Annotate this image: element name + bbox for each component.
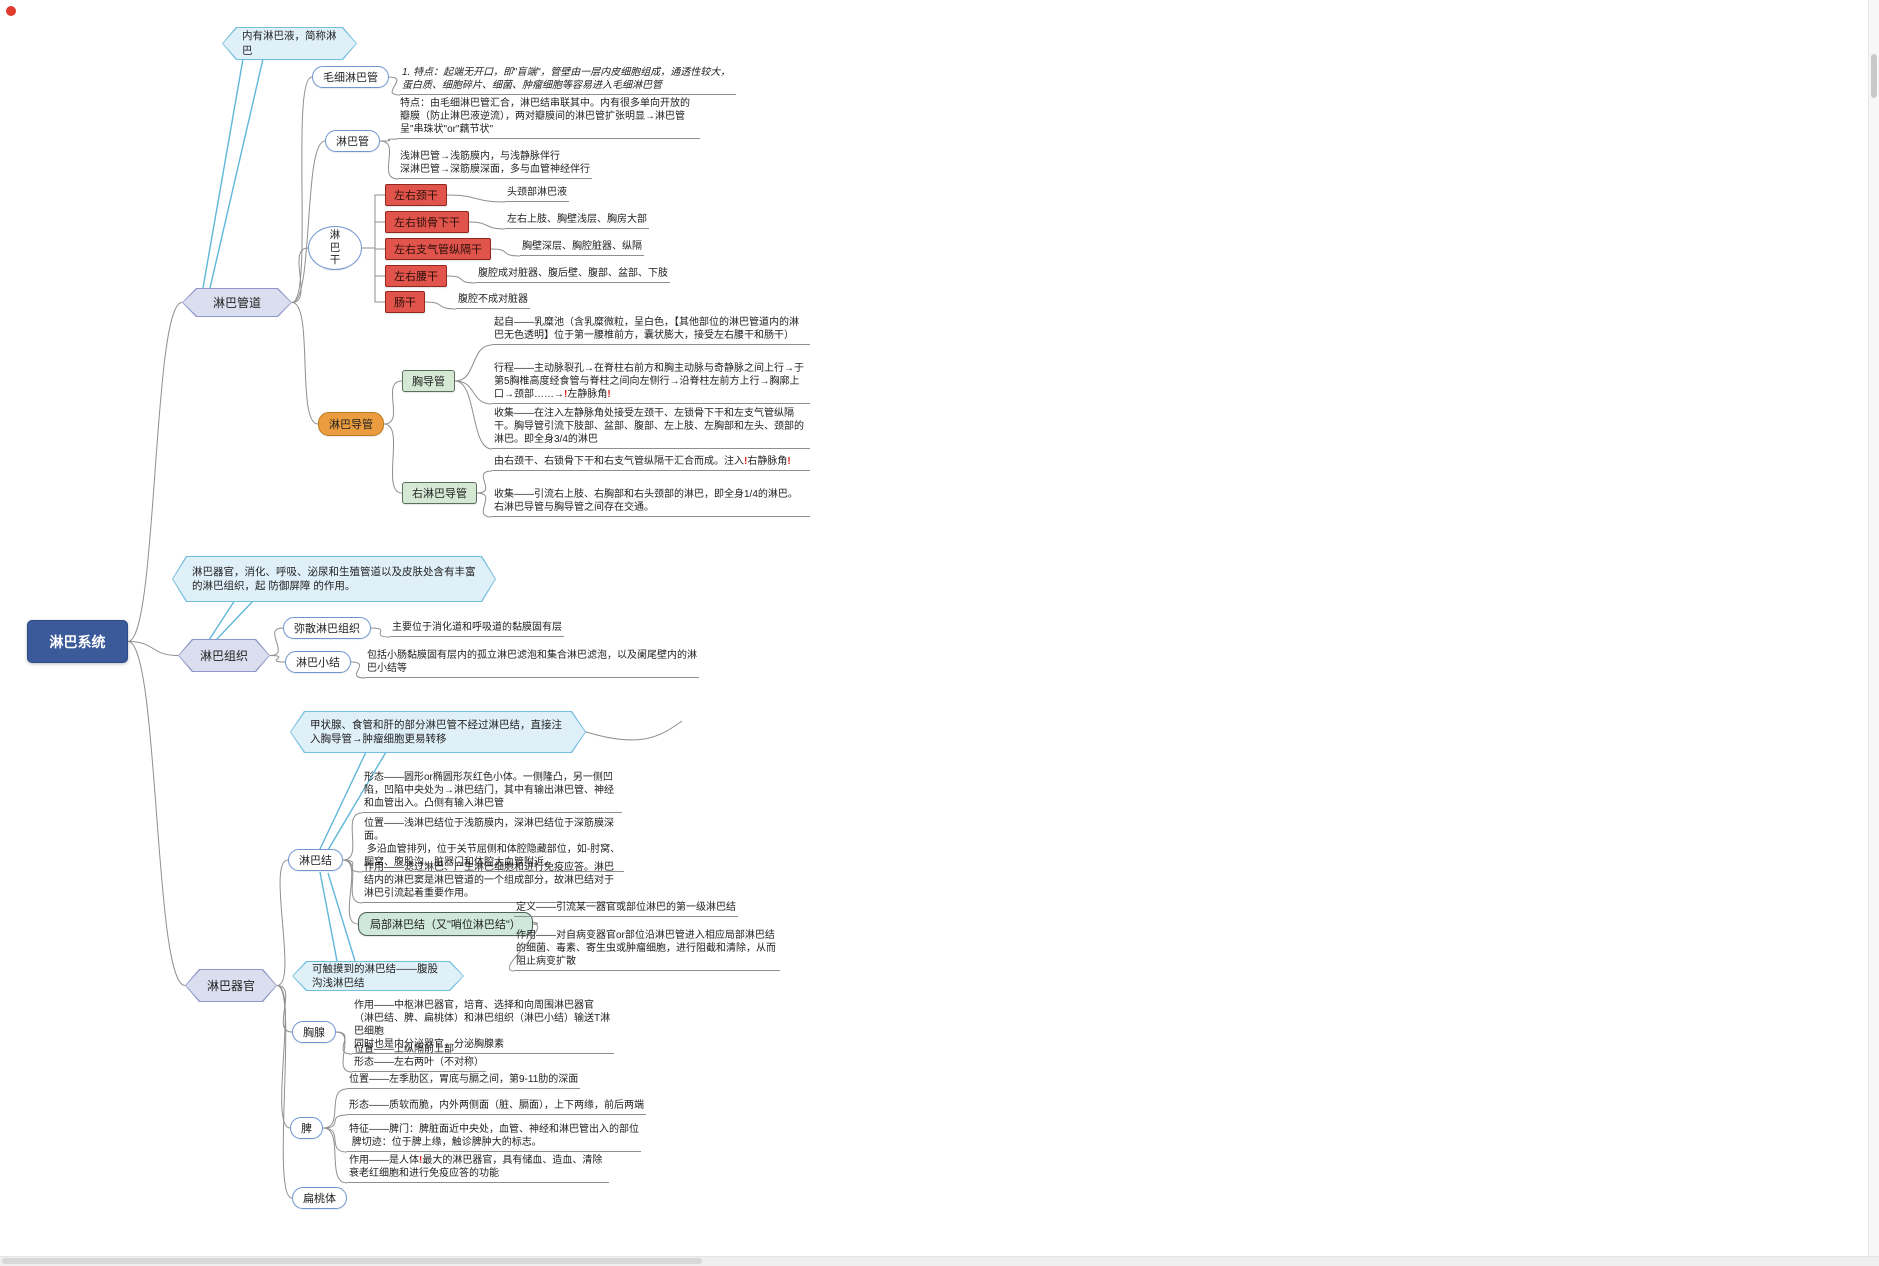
topic-label: 淋巴器官: [206, 979, 255, 993]
topic-label: 淋巴小结: [296, 657, 340, 669]
callout-label: 可触摸到的淋巴结——腹股沟浅淋巴结: [312, 962, 438, 989]
note-thoracic-origin[interactable]: 起自——乳糜池（含乳糜微粒，呈白色，【其他部位的淋巴管道内的淋巴无色透明】位于第…: [492, 316, 810, 345]
note-vessel-layers[interactable]: 浅淋巴管→浅筋膜内，与浅静脉伴行 深淋巴管→深筋膜深面，多与血管神经伴行: [398, 150, 592, 179]
hexagon-fill: [186, 970, 276, 1001]
topic-lymphoid-organs[interactable]: 淋巴器官: [185, 969, 277, 1002]
hexagon-fill: [223, 28, 356, 59]
topic-lymphatic-system[interactable]: 淋巴系统: [27, 620, 128, 663]
callout-link-line: [327, 872, 356, 962]
topic-jugular-trunks[interactable]: 左右颈干: [385, 184, 447, 206]
topic-thymus[interactable]: 胸腺: [292, 1021, 336, 1043]
topic-label: 局部淋巴结（又"哨位淋巴结"）: [370, 919, 521, 931]
note-thoracic-course[interactable]: 行程——主动脉裂孔→在脊柱右前方和胸主动脉与奇静脉之间上行→于第5胸椎高度经食管…: [492, 362, 810, 404]
note-thymus-position-form[interactable]: 位置——上纵隔前上部 形态——左右两叶（不对称）: [352, 1043, 486, 1072]
note-lymph-node-role[interactable]: 作用——滤过淋巴、产生淋巴细胞和进行免疫应答。淋巴结内的淋巴窦是淋巴管道的一个组…: [362, 861, 622, 903]
callout-link-line: [327, 751, 387, 851]
topic-label: 淋巴导管: [329, 419, 373, 431]
note-subclavian-drains[interactable]: 左右上肢、胸壁浅层、胸房大部: [505, 213, 649, 229]
topic-lymph-node[interactable]: 淋巴结: [288, 849, 343, 871]
vertical-scrollbar-track[interactable]: [1868, 0, 1879, 1266]
topic-lymph-channels[interactable]: 淋巴管道: [182, 288, 292, 317]
note-nodule-includes[interactable]: 包括小肠黏膜固有层内的孤立淋巴滤泡和集合淋巴滤泡，以及阑尾壁内的淋巴小结等: [365, 649, 699, 678]
callout-link-line: [202, 58, 244, 289]
note-lymph-node-form[interactable]: 形态——圆形or椭圆形灰红色小体。一侧隆凸，另一侧凹陷，凹陷中央处为→淋巴结门，…: [362, 771, 622, 813]
callout-label: 甲状腺、食管和肝的部分淋巴管不经过淋巴结，直接注入胸导管→肿瘤细胞更易转移: [310, 718, 562, 745]
note-right-duct-formation[interactable]: 由右颈干、右锁骨下干和右支气管纵隔干汇合而成。注入!右静脉角!: [492, 455, 810, 471]
topic-label: 脾: [301, 1123, 312, 1135]
note-spleen-form[interactable]: 形态——质软而脆，内外两侧面（脏、膈面），上下两缘，前后两端: [347, 1099, 646, 1115]
note-spleen-role[interactable]: 作用——是人体!最大的淋巴器官，具有储血、造血、清除衰老红细胞和进行免疫应答的功…: [347, 1154, 609, 1183]
callout-link-line: [209, 58, 264, 289]
topic-label: 胸导管: [412, 376, 445, 388]
callout-thyroid-metastasis[interactable]: 甲状腺、食管和肝的部分淋巴管不经过淋巴结，直接注入胸导管→肿瘤细胞更易转移: [290, 711, 586, 753]
hexagon-fill: [179, 640, 269, 671]
topic-diffuse-lymphoid-tissue[interactable]: 弥散淋巴组织: [283, 617, 371, 639]
topic-label: 扁桃体: [303, 1193, 336, 1205]
callout-link-line: [208, 599, 236, 641]
topic-label: 淋巴结: [299, 855, 332, 867]
callout-label: 内有淋巴液，简称淋巴: [242, 30, 337, 57]
hexagon-fill: [173, 557, 495, 601]
note-lymph-node-position[interactable]: 位置——浅淋巴结位于浅筋膜内，深淋巴结位于深筋膜深面。 多沿血管排列，位于关节屈…: [362, 817, 624, 872]
topic-intestinal-trunk[interactable]: 肠干: [385, 291, 425, 313]
topic-bronchomediastinal-trunks[interactable]: 左右支气管纵隔干: [385, 238, 491, 260]
record-indicator-dot: [6, 6, 16, 16]
horizontal-scrollbar-thumb[interactable]: [2, 1258, 702, 1264]
callout-palpable-nodes[interactable]: 可触摸到的淋巴结——腹股沟浅淋巴结: [292, 961, 464, 991]
topic-spleen[interactable]: 脾: [290, 1117, 323, 1139]
note-regional-definition[interactable]: 定义——引流某一器官或部位淋巴的第一级淋巴结: [514, 901, 738, 917]
note-vessel-feature[interactable]: 特点：由毛细淋巴管汇合，淋巴结串联其中。内有很多单向开放的瓣膜（防止淋巴液逆流）…: [398, 97, 700, 139]
topic-tonsil[interactable]: 扁桃体: [292, 1187, 347, 1209]
topic-label: 右淋巴导管: [412, 488, 467, 500]
callout-lymph-fluid[interactable]: 内有淋巴液，简称淋巴: [222, 27, 357, 60]
topic-lymph-trunks[interactable]: 淋 巴 干: [308, 226, 362, 270]
note-right-duct-collects[interactable]: 收集——引流右上肢、右胸部和右头颈部的淋巴，即全身1/4的淋巴。 右淋巴导管与胸…: [492, 488, 810, 517]
topic-label: 淋巴组织: [199, 649, 248, 663]
note-thymus-role[interactable]: 作用——中枢淋巴器官，培育、选择和向周围淋巴器官（淋巴结、脾、扁桃体）和淋巴组织…: [352, 999, 614, 1054]
topic-label: 弥散淋巴组织: [294, 623, 360, 635]
note-spleen-features[interactable]: 特征——脾门：脾脏面近中央处，血管、神经和淋巴管出入的部位 脾切迹：位于脾上缘，…: [347, 1123, 641, 1152]
topic-lymphoid-nodule[interactable]: 淋巴小结: [285, 651, 351, 673]
callout-label: 淋巴器官，消化、呼吸、泌尿和生殖管道以及皮肤处含有丰富的淋巴组织，起 防御屏障 …: [192, 565, 476, 592]
topic-lymph-vessel[interactable]: 淋巴管: [325, 130, 380, 152]
topic-lumbar-trunks[interactable]: 左右腰干: [385, 265, 447, 287]
callout-link-line: [319, 871, 338, 962]
topic-subclavian-trunks[interactable]: 左右锁骨下干: [385, 211, 469, 233]
note-thoracic-collects[interactable]: 收集——在注入左静脉角处接受左颈干、左锁骨下干和左支气管纵隔干。胸导管引流下肢部…: [492, 407, 810, 449]
hexagon-fill: [293, 962, 463, 990]
note-spleen-position[interactable]: 位置——左季肋区，胃底与膈之间，第9-11肋的深面: [347, 1073, 581, 1089]
callout-hook-line: [582, 720, 683, 741]
topic-regional-lymph-node[interactable]: 局部淋巴结（又"哨位淋巴结"）: [358, 912, 533, 936]
topic-lymph-ducts[interactable]: 淋巴导管: [318, 412, 384, 436]
note-bronchomediastinal-drains[interactable]: 胸壁深层、胸腔脏器、纵隔: [520, 240, 644, 256]
hexagon-fill: [183, 289, 291, 316]
note-lumbar-drains[interactable]: 腹腔成对脏器、腹后壁、腹部、盆部、下肢: [476, 267, 670, 283]
callout-link-line: [215, 599, 255, 641]
note-diffuse-location[interactable]: 主要位于消化道和呼吸道的黏膜固有层: [390, 621, 564, 637]
callout-link-line: [319, 751, 367, 850]
topic-lymphoid-tissue[interactable]: 淋巴组织: [178, 639, 270, 672]
vertical-scrollbar-thumb[interactable]: [1871, 54, 1877, 98]
topic-capillary-lymph-vessel[interactable]: 毛细淋巴管: [312, 66, 389, 88]
topic-label: 淋巴管道: [212, 296, 261, 310]
note-regional-role[interactable]: 作用——对自病变器官or部位沿淋巴管进入相应局部淋巴结的细菌、毒素、寄生虫或肿瘤…: [514, 929, 780, 971]
note-jugular-drains[interactable]: 头颈部淋巴液: [505, 186, 569, 202]
horizontal-scrollbar-track[interactable]: [0, 1256, 1879, 1266]
topic-label: 毛细淋巴管: [323, 72, 378, 84]
note-capillary-feature[interactable]: 1. 特点：起端无开口，即"盲端"，管壁由一层内皮细胞组成，通透性较大，蛋白质、…: [400, 66, 736, 95]
hexagon-fill: [291, 712, 585, 752]
root-label: 淋巴系统: [49, 633, 106, 650]
topic-right-lymphatic-duct[interactable]: 右淋巴导管: [402, 482, 477, 504]
note-intestinal-drains[interactable]: 腹腔不成对脏器: [456, 293, 530, 309]
topic-label: 胸腺: [303, 1027, 325, 1039]
topic-thoracic-duct[interactable]: 胸导管: [402, 370, 455, 392]
callout-lymphoid-tissue-note[interactable]: 淋巴器官，消化、呼吸、泌尿和生殖管道以及皮肤处含有丰富的淋巴组织，起 防御屏障 …: [172, 556, 496, 602]
topic-label: 淋巴管: [336, 136, 369, 148]
